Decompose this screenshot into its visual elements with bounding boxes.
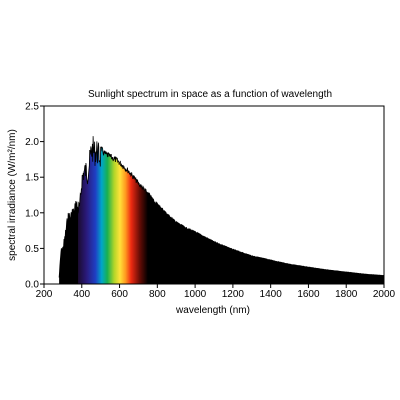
plot-frame: [43, 105, 385, 285]
plot-area: [58, 136, 385, 284]
y-tick-label: 0.5: [25, 244, 39, 255]
visible-spectrum-band: [78, 136, 148, 284]
x-tick-label: 600: [111, 289, 128, 300]
y-axis-title: spectral irradiance (W/m²/nm): [7, 129, 18, 261]
x-tick-label: 1400: [260, 289, 283, 300]
x-tick-label: 800: [149, 289, 166, 300]
y-tick-label: 0.0: [25, 280, 39, 291]
x-tick-label: 2000: [373, 289, 396, 300]
x-tick-label: 1600: [297, 289, 320, 300]
x-tick-label: 1200: [222, 289, 245, 300]
y-tick-label: 2.5: [25, 102, 39, 113]
spectrum-noise-edge: [58, 136, 385, 278]
x-tick-label: 1000: [184, 289, 207, 300]
x-axis-title: wavelength (nm): [175, 305, 250, 316]
x-tick-label: 200: [36, 289, 53, 300]
y-tick-label: 1.0: [25, 208, 39, 219]
x-tick-label: 400: [73, 289, 90, 300]
x-axis: 200 400 600 800 1000 1200 1400 1600 1800 2000: [36, 284, 396, 300]
chart-title: Sunlight spectrum in space as a function…: [88, 89, 332, 100]
y-axis: 0.0 0.5 1.0 1.5 2.0 2.5: [25, 102, 44, 291]
y-tick-label: 1.5: [25, 173, 39, 184]
x-tick-label: 1800: [335, 289, 358, 300]
y-tick-label: 2.0: [25, 137, 39, 148]
